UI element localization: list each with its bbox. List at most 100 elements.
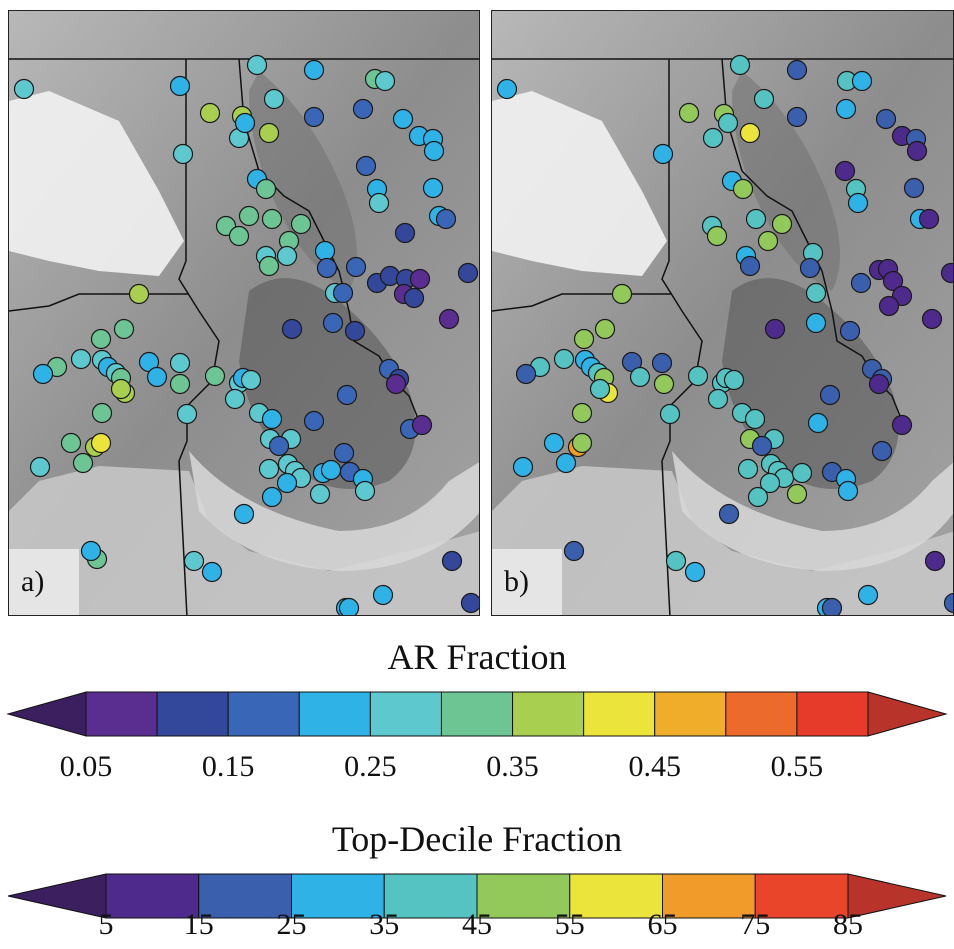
station-marker — [868, 373, 890, 395]
station-marker — [460, 592, 479, 614]
snake-river-plain — [672, 451, 953, 571]
station-marker — [543, 432, 565, 454]
station-marker — [90, 328, 112, 350]
station-marker — [91, 402, 113, 424]
station-marker — [702, 127, 724, 149]
station-marker — [146, 366, 168, 388]
station-marker — [199, 102, 221, 124]
station-marker — [847, 192, 869, 214]
station-marker — [496, 78, 518, 100]
station-marker — [169, 75, 191, 97]
station-marker — [354, 480, 376, 502]
station-marker — [786, 106, 808, 128]
station-marker — [60, 432, 82, 454]
station-marker — [281, 318, 303, 340]
station-marker — [786, 483, 808, 505]
colorbar-tick-label: 0.15 — [201, 750, 255, 783]
panel-label-a: a) — [9, 549, 79, 615]
colorbar-segment — [298, 691, 371, 737]
colorbar-tick-label: 0.35 — [486, 750, 539, 783]
td-colorbar — [7, 873, 947, 919]
colorbar-segment — [291, 873, 385, 919]
station-marker — [72, 452, 94, 474]
station-marker — [875, 108, 897, 130]
station-marker — [372, 584, 394, 606]
colorbar-segment — [754, 873, 849, 919]
colorbar-segment — [198, 873, 292, 919]
colorbar-segment — [440, 691, 514, 737]
colorbar-tick-label: 65 — [647, 908, 678, 941]
colorbar-tick-label: 0.45 — [628, 750, 681, 783]
station-marker — [791, 462, 813, 484]
colorbar-segment — [654, 691, 727, 737]
station-marker — [276, 245, 298, 267]
map-panel-b: b) — [491, 10, 954, 616]
station-marker — [345, 256, 367, 278]
station-marker — [745, 208, 767, 230]
station-marker — [268, 435, 290, 457]
station-marker — [707, 388, 729, 410]
station-marker — [839, 320, 861, 342]
station-marker — [653, 373, 675, 395]
station-marker — [943, 592, 953, 614]
station-marker — [851, 70, 873, 92]
colorbar-tick-label: 0.05 — [59, 750, 113, 783]
colorbar-segment — [156, 691, 229, 737]
station-marker — [687, 365, 709, 387]
station-marker — [678, 102, 700, 124]
station-marker — [771, 213, 793, 235]
colorbar-tick-label: 75 — [740, 908, 771, 941]
station-marker — [438, 308, 460, 330]
colorbar-tick-label: 55 — [554, 908, 585, 941]
colorbar-segment — [85, 691, 158, 737]
map-b-svg — [492, 11, 953, 615]
station-marker — [891, 414, 913, 436]
station-marker — [411, 414, 433, 436]
station-marker — [799, 257, 821, 279]
station-marker — [374, 70, 396, 92]
station-marker — [422, 177, 444, 199]
station-marker — [652, 143, 674, 165]
ar-colorbar — [6, 691, 948, 737]
station-marker — [684, 561, 706, 583]
station-marker — [553, 348, 575, 370]
station-marker — [821, 597, 843, 615]
station-marker — [751, 435, 773, 457]
colorbar-segment — [569, 873, 663, 919]
colorbar-tick-label: 0.55 — [770, 750, 824, 783]
station-marker — [290, 213, 312, 235]
station-marker — [169, 352, 191, 374]
station-marker — [723, 369, 745, 391]
station-marker — [512, 456, 534, 478]
station-marker — [29, 456, 51, 478]
station-marker — [90, 432, 112, 454]
station-marker — [571, 432, 593, 454]
station-marker — [835, 98, 857, 120]
station-marker — [403, 287, 425, 309]
station-marker — [878, 295, 900, 317]
station-marker — [322, 312, 344, 334]
colorbar-segment — [725, 691, 798, 737]
station-marker — [611, 283, 633, 305]
station-marker — [176, 403, 198, 425]
station-marker — [732, 178, 754, 200]
station-marker — [753, 88, 775, 110]
station-marker — [435, 208, 457, 230]
station-marker — [924, 550, 946, 572]
plain-south — [9, 466, 479, 615]
station-marker — [113, 318, 135, 340]
plain-lowland — [9, 91, 184, 276]
station-marker — [13, 78, 35, 100]
station-marker — [110, 378, 132, 400]
station-marker — [805, 312, 827, 334]
station-marker — [276, 472, 298, 494]
station-marker — [314, 240, 336, 262]
plain-lowland — [492, 91, 667, 276]
station-marker — [837, 480, 859, 502]
colorbar-tick-label: 35 — [369, 908, 400, 941]
station-marker — [169, 373, 191, 395]
station-marker — [234, 112, 256, 134]
colorbar-segment — [512, 691, 585, 737]
station-marker — [906, 140, 928, 162]
colorbar-over-triangle — [867, 691, 948, 737]
